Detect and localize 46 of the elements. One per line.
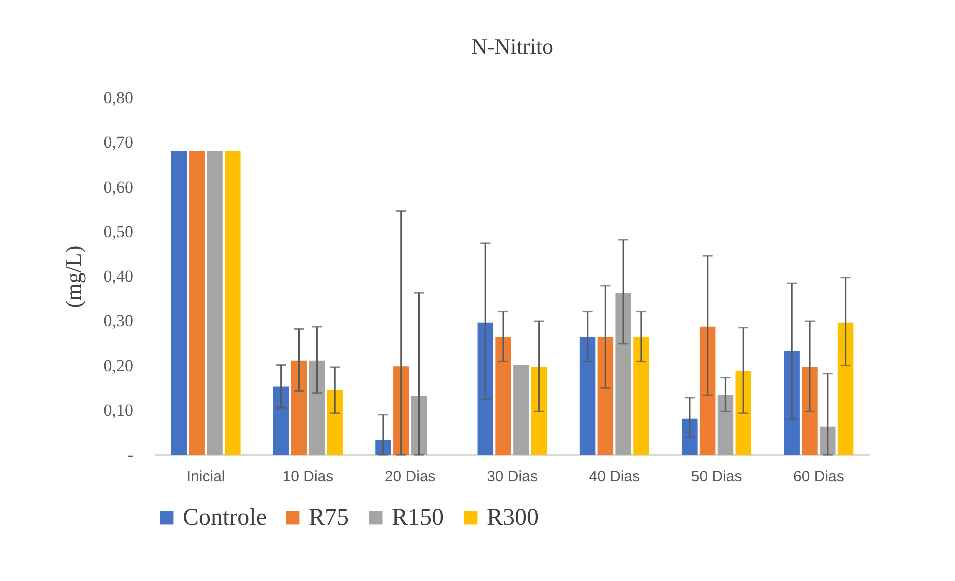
bar bbox=[598, 337, 614, 455]
y-tick-label: - bbox=[128, 446, 134, 464]
bar bbox=[273, 386, 290, 455]
bar bbox=[634, 337, 650, 455]
x-tick-label: 20 Dias bbox=[384, 468, 436, 486]
bar bbox=[394, 366, 410, 455]
y-tick-label: 0,60 bbox=[104, 178, 134, 197]
bar bbox=[682, 418, 698, 455]
bar bbox=[718, 395, 734, 455]
y-tick-label: 0,10 bbox=[104, 400, 134, 420]
legend-label: R75 bbox=[309, 505, 350, 531]
bar bbox=[171, 152, 188, 455]
bar bbox=[802, 367, 818, 455]
bar bbox=[309, 360, 326, 455]
bar bbox=[531, 367, 548, 455]
bar bbox=[225, 152, 241, 455]
x-tick-label: Inicial bbox=[186, 468, 226, 486]
bar bbox=[327, 390, 343, 455]
bar bbox=[496, 337, 512, 455]
x-tick-label: 10 Dias bbox=[282, 468, 334, 486]
legend-label: R150 bbox=[392, 505, 444, 531]
bar bbox=[478, 322, 494, 455]
y-tick-label: 0,80 bbox=[104, 88, 134, 108]
x-tick-label: 30 Dias bbox=[487, 468, 538, 486]
bar bbox=[784, 351, 800, 455]
y-tick-label: 0,30 bbox=[104, 312, 134, 331]
bar bbox=[207, 152, 223, 455]
x-tick-label: 50 Dias bbox=[691, 468, 742, 486]
chart-title: N-Nitrito bbox=[472, 34, 554, 59]
y-tick-label: 0,20 bbox=[104, 356, 134, 376]
bar bbox=[736, 371, 752, 455]
legend-label: Controle bbox=[183, 505, 267, 531]
bar bbox=[291, 360, 308, 455]
y-tick-label: 0,70 bbox=[104, 133, 134, 152]
bar bbox=[580, 337, 596, 455]
bar bbox=[189, 152, 205, 455]
bar bbox=[700, 326, 716, 455]
bar bbox=[514, 365, 530, 455]
y-tick-label: 0,40 bbox=[104, 267, 134, 286]
x-tick-label: 60 Dias bbox=[794, 468, 844, 486]
x-tick-label: 40 Dias bbox=[589, 468, 640, 486]
y-tick-label: 0,50 bbox=[104, 222, 134, 242]
bar bbox=[616, 293, 632, 455]
bar bbox=[838, 322, 854, 455]
y-axis-title: (mg/L) bbox=[60, 246, 86, 308]
legend-label: R300 bbox=[487, 505, 540, 531]
